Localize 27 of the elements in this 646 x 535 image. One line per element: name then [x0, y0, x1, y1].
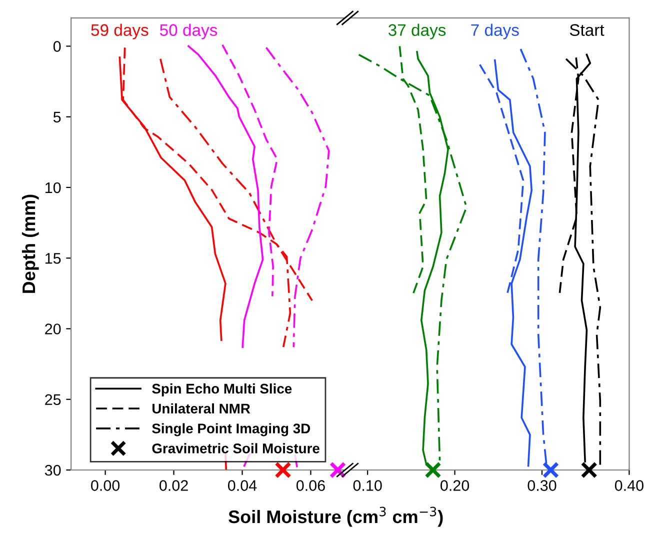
y-tick-label: 0	[53, 41, 61, 52]
y-tick-label: 25	[45, 394, 61, 406]
y-tick-label: 20	[45, 324, 61, 334]
x-tick-label: 0.06	[296, 480, 325, 491]
line-series	[221, 44, 278, 298]
series-label: 37 days	[388, 24, 446, 40]
y-tick-label: 10	[46, 182, 61, 194]
y-tick-label: 5	[53, 112, 61, 122]
y-tick-label: 15	[46, 253, 61, 264]
x-tick-label: 0.02	[160, 480, 188, 491]
x-axis-title: Soil Moisture (cm$^{3}$ cm$^{−3}$)	[228, 506, 443, 527]
series-label: 7 days	[471, 24, 519, 40]
legend-label: Gravimetric Soil Moisture	[152, 443, 320, 454]
x-tick-label: 0.00	[91, 480, 120, 491]
x-tick-label: 0.10	[353, 480, 382, 491]
x-tick-label: 0.20	[440, 480, 470, 491]
y-tick-label: 30	[44, 464, 61, 476]
series-label: 50 days	[160, 24, 218, 40]
series-label: Start	[570, 24, 604, 36]
y-axis-title: Depth (mm)	[22, 194, 39, 293]
x-tick-label: 0.04	[228, 480, 257, 491]
legend-label: Unilateral NMR	[152, 403, 250, 414]
legend-label: Spin Echo Multi Slice	[152, 383, 292, 396]
series-label: 59 days	[91, 24, 148, 40]
x-tick-label: 0.40	[614, 480, 644, 491]
legend-label: Single Point Imaging 3D	[152, 423, 310, 436]
x-tick-label: 0.30	[528, 480, 556, 491]
